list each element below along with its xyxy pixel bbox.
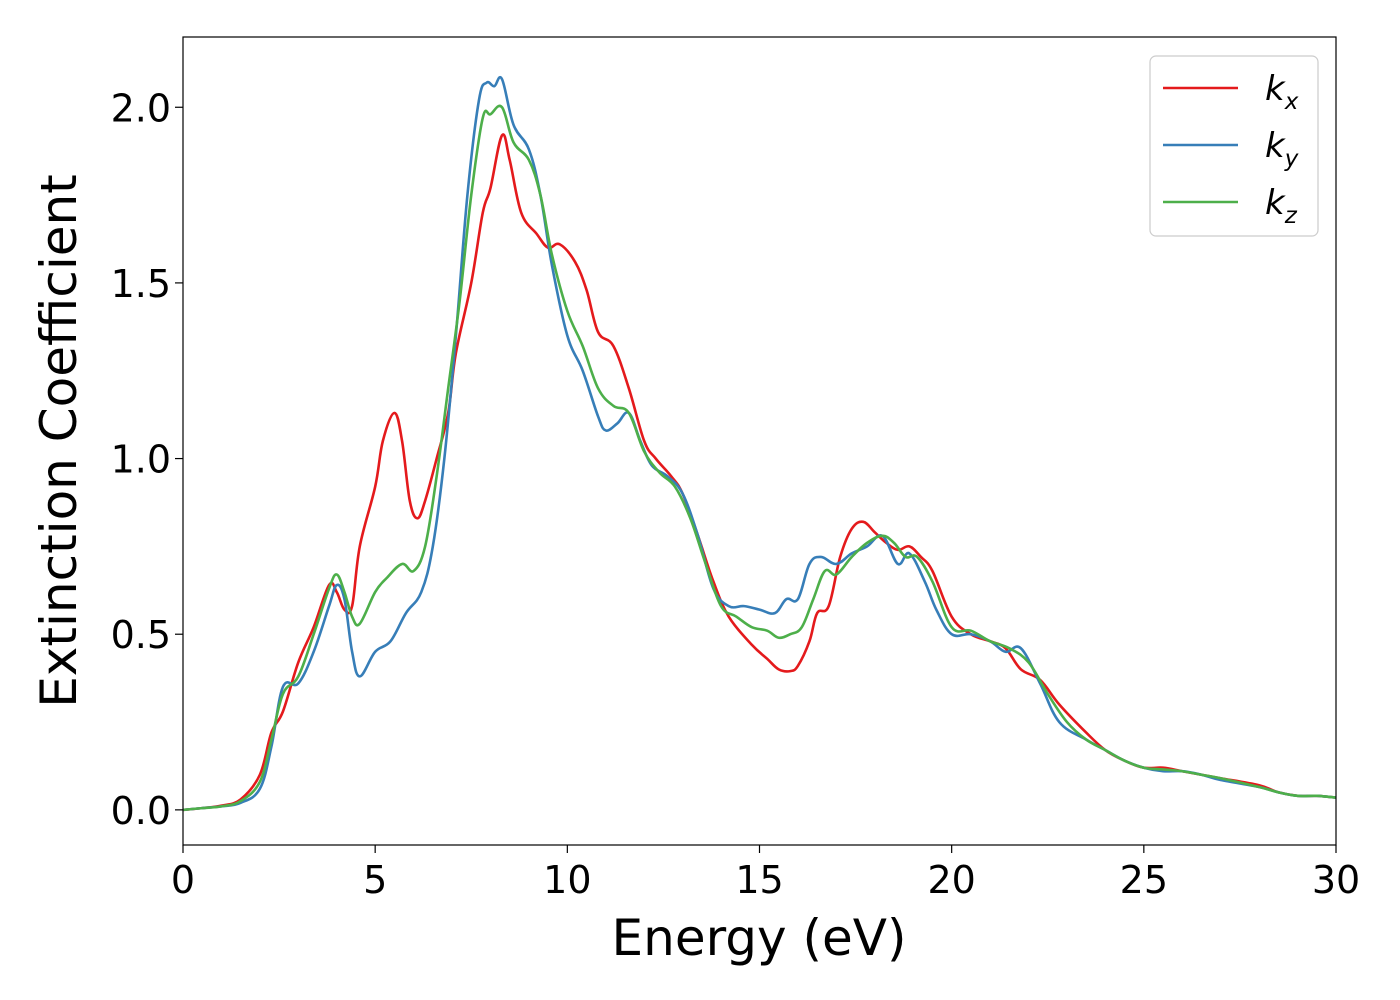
y-axis-title: Extinction Coefficient	[30, 174, 88, 708]
y-tick-label: 0.5	[111, 613, 171, 657]
x-tick-label: 20	[927, 858, 975, 902]
legend-label-main: k	[1265, 183, 1286, 223]
x-tick-label: 5	[363, 858, 387, 902]
y-tick-label: 0.0	[111, 789, 171, 833]
y-tick-label: 1.0	[111, 438, 171, 482]
series-line-z	[183, 104, 1336, 812]
legend-label-sub: y	[1284, 146, 1299, 172]
y-tick-label: 1.5	[111, 262, 171, 306]
legend-label-main: k	[1265, 69, 1286, 109]
x-tick-label: 10	[543, 858, 591, 902]
y-axis: 0.0 0.5 1.0 1.5 2.0	[111, 86, 183, 833]
y-tick-label: 2.0	[111, 86, 171, 130]
x-axis: 0 5 10 15 20 25 30	[171, 845, 1360, 902]
legend-label-y: ky	[1265, 126, 1299, 172]
legend-label-sub: x	[1284, 89, 1299, 115]
legend-label-sub: z	[1284, 203, 1298, 229]
x-axis-title: Energy (eV)	[612, 909, 907, 967]
x-tick-label: 0	[171, 858, 195, 902]
series-line-y	[183, 75, 1336, 812]
x-tick-label: 25	[1120, 858, 1168, 902]
x-tick-label: 15	[735, 858, 783, 902]
series-line-x	[183, 133, 1336, 812]
legend-label-main: k	[1265, 126, 1286, 166]
legend-label-z: kz	[1265, 183, 1298, 229]
x-tick-label: 30	[1312, 858, 1360, 902]
series-layer	[183, 75, 1336, 812]
legend-label-x: kx	[1265, 69, 1299, 115]
